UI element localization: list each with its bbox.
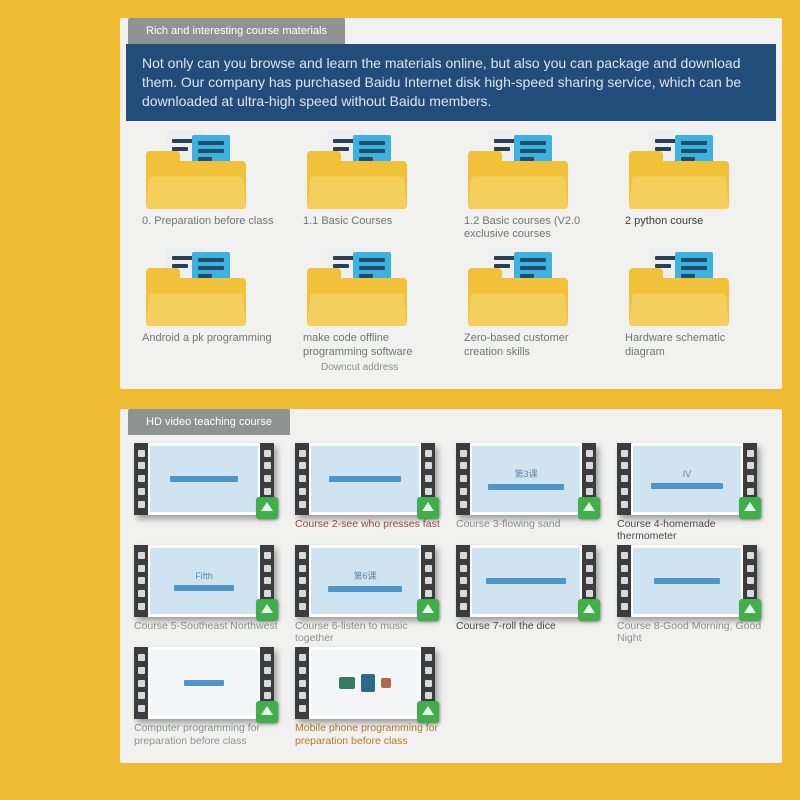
folder-label: Zero-based customer creation skills (458, 332, 605, 360)
drive-icon (739, 497, 761, 519)
folder-label: 1.1 Basic Courses (297, 215, 444, 241)
folder-item[interactable]: 1.2 Basic courses (V2.0 exclusive course… (458, 131, 605, 243)
folder-item[interactable]: 1.1 Basic Courses (297, 131, 444, 243)
drive-icon (417, 599, 439, 621)
video-label: Course 7-roll the dice (456, 620, 607, 644)
video-thumbnail (456, 545, 596, 617)
video-label: Course 8-Good Morning, Good Night (617, 620, 768, 645)
folder-item[interactable]: 0. Preparation before class (136, 131, 283, 243)
folder-icon (629, 248, 729, 326)
video-thumbnail: 第3课 (456, 443, 596, 515)
drive-icon (578, 497, 600, 519)
drive-icon (578, 599, 600, 621)
folder-grid: 0. Preparation before class 1.1 Basic Cou… (120, 127, 782, 377)
folder-label: 0. Preparation before class (136, 215, 283, 241)
drive-icon (256, 599, 278, 621)
folder-icon (468, 248, 568, 326)
video-thumbnail (295, 647, 435, 719)
video-label: Course 5-Southeast Northwest (134, 620, 285, 644)
materials-panel: Rich and interesting course materials No… (120, 18, 782, 389)
video-label: Mobile phone programming for preparation… (295, 722, 446, 747)
folder-label: make code offline programming software (297, 332, 444, 360)
video-item[interactable]: Course 7-roll the dice (456, 545, 607, 645)
drive-icon (417, 701, 439, 723)
folder-item[interactable]: Android a pk programming (136, 248, 283, 373)
video-item[interactable]: Course 2-see who presses fast (295, 443, 446, 543)
folder-icon (307, 131, 407, 209)
video-label (134, 518, 285, 542)
drive-icon (417, 497, 439, 519)
folder-icon (307, 248, 407, 326)
video-panel: HD video teaching course Course 2-see wh… (120, 409, 782, 764)
folder-icon (146, 131, 246, 209)
materials-banner: Not only can you browse and learn the ma… (126, 44, 776, 121)
video-title: HD video teaching course (128, 409, 290, 435)
video-label: Computer programming for preparation bef… (134, 722, 285, 747)
folder-icon (468, 131, 568, 209)
folder-item[interactable]: Hardware schematic diagram (619, 248, 766, 373)
video-label: Course 2-see who presses fast (295, 518, 446, 542)
video-thumbnail: Fifth (134, 545, 274, 617)
video-grid: Course 2-see who presses fast 第3课 Course 3… (120, 435, 782, 752)
folder-label: Android a pk programming (136, 332, 283, 358)
video-thumbnail (617, 545, 757, 617)
video-item[interactable] (134, 443, 285, 543)
folder-item[interactable]: make code offline programming software Do… (297, 248, 444, 373)
folder-label: Hardware schematic diagram (619, 332, 766, 360)
video-item[interactable]: Mobile phone programming for preparation… (295, 647, 446, 747)
video-thumbnail (295, 443, 435, 515)
folder-icon (146, 248, 246, 326)
video-thumbnail (134, 443, 274, 515)
video-thumbnail: IV (617, 443, 757, 515)
drive-icon (256, 701, 278, 723)
folder-sublabel: Downcut address (297, 362, 444, 373)
video-label: Course 3-flowing sand (456, 518, 607, 542)
video-item[interactable]: Fifth Course 5-Southeast Northwest (134, 545, 285, 645)
video-item[interactable]: Computer programming for preparation bef… (134, 647, 285, 747)
video-item[interactable]: 第6课 Course 6-listen to music together (295, 545, 446, 645)
materials-title: Rich and interesting course materials (128, 18, 345, 44)
video-thumbnail (134, 647, 274, 719)
folder-icon (629, 131, 729, 209)
drive-icon (739, 599, 761, 621)
video-item[interactable]: Course 8-Good Morning, Good Night (617, 545, 768, 645)
video-label: Course 4-homemade thermometer (617, 518, 768, 543)
folder-label: 1.2 Basic courses (V2.0 exclusive course… (458, 215, 605, 243)
video-label: Course 6-listen to music together (295, 620, 446, 645)
video-item[interactable]: IV Course 4-homemade thermometer (617, 443, 768, 543)
drive-icon (256, 497, 278, 519)
video-thumbnail: 第6课 (295, 545, 435, 617)
video-item[interactable]: 第3课 Course 3-flowing sand (456, 443, 607, 543)
folder-item[interactable]: Zero-based customer creation skills (458, 248, 605, 373)
folder-item[interactable]: 2 python course (619, 131, 766, 243)
folder-label: 2 python course (619, 215, 766, 241)
